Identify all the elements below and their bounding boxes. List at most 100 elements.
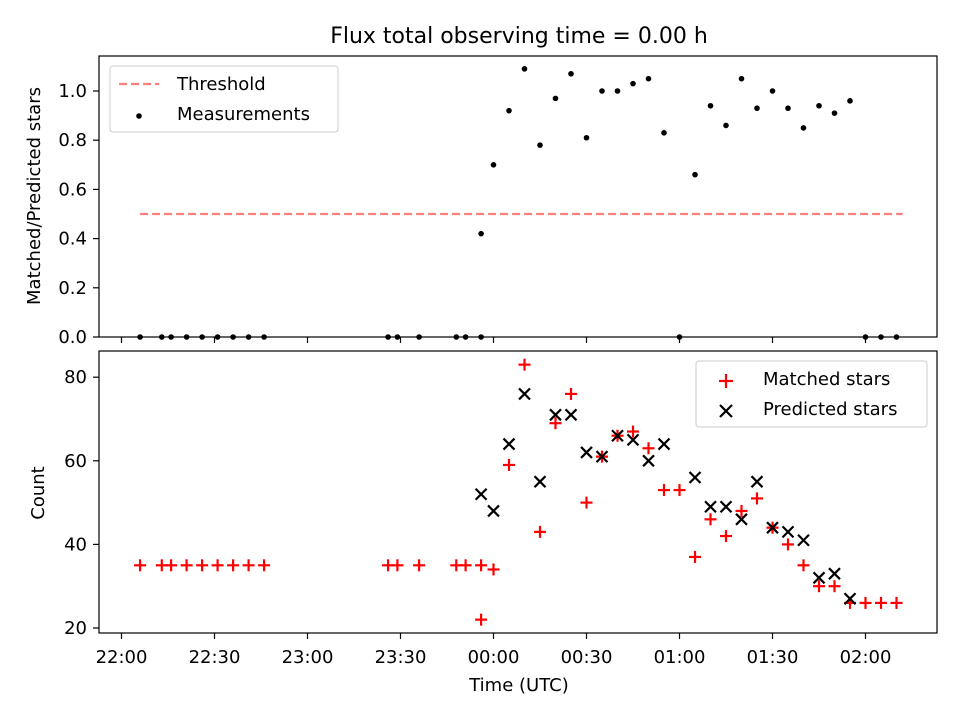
count-x-tick-label: 00:00 [468,647,520,668]
ratio-y-tick-label: 1.0 [58,81,87,102]
ratio-plot-frame [98,55,938,338]
matched-point [875,596,887,609]
ratio-y-ticks: 0.0 0.2 0.4 0.6 0.8 1.0 [58,81,99,348]
predicted-point [688,471,702,484]
figure-title: Flux total observing time = 0.00 h [330,24,708,49]
measurement-point [506,107,512,114]
ratio-legend: Threshold Measurements [109,65,339,133]
ratio-y-tick-label: 0.4 [58,229,87,250]
predicted-point [533,475,547,488]
matched-point [890,596,903,609]
measurement-point [183,334,190,340]
ratio-y-tick-label: 0.8 [58,130,87,151]
count-x-tick-label: 22:00 [96,647,148,668]
count-x-tick-label: 23:30 [375,647,427,668]
predicted-point [735,513,748,526]
matched-point [565,387,577,400]
count-x-tick-label: 00:30 [561,647,613,668]
count-legend-box [695,360,928,428]
matched-point [242,559,255,572]
predicted-point [518,387,531,401]
count-y-ticks: 20 40 60 80 [64,367,99,639]
measurement-point [137,334,143,340]
count-x-tick-label: 01:00 [654,647,706,668]
measurement-point [645,75,652,82]
count-x-tick-label: 22:30 [189,647,241,668]
measurement-point [394,334,401,340]
matched-point [518,358,531,371]
ratio-y-tick-label: 0.0 [58,327,87,348]
predicted-point [843,592,857,606]
count-x-tick-label: 01:30 [747,647,799,668]
count-y-tick-label: 40 [64,534,87,555]
predicted-point [502,437,516,451]
measurement-point [707,102,714,109]
threshold-legend-label: Threshold [176,74,266,95]
matched-point [689,550,701,563]
measurement-point [478,334,484,340]
ratio-y-tick-label: 0.2 [58,278,87,299]
predicted-point [719,500,733,514]
predicted-legend-label: Predicted stars [763,399,897,420]
measurement-point [245,334,252,340]
count-y-tick-label: 20 [64,618,87,639]
measurement-point [552,95,559,102]
measurement-point [630,80,636,87]
measurement-points [137,66,900,340]
matched-point [475,613,488,626]
measurement-point [230,334,236,340]
ratio-y-axis-label: Matched/Predicted stars [24,87,45,305]
measurement-point [159,334,165,340]
matched-point [549,417,562,430]
matched-points [134,358,903,626]
predicted-point [766,521,779,534]
count-y-tick-label: 80 [64,367,87,388]
ratio-y-tick-label: 0.6 [58,179,87,200]
matched-point [134,559,147,572]
matched-point [487,563,500,576]
predicted-point [474,487,488,501]
matched-point [828,580,841,593]
measurements-legend-swatch [136,113,142,119]
predicted-point [564,408,578,422]
matched-point [413,559,426,572]
matched-point [751,492,763,505]
matched-point [211,559,224,572]
predicted-legend-swatch [719,404,733,418]
measurement-point [738,75,745,82]
matched-point [391,559,404,572]
measurement-point [800,125,807,131]
measurement-point [599,88,605,94]
matched-point [580,496,593,509]
matched-point [782,538,794,551]
measurement-point [168,334,174,340]
measurement-point [462,334,469,340]
predicted-point [487,504,500,518]
measurement-point [831,110,838,116]
matched-point [227,559,240,572]
measurement-point [453,334,460,340]
matched-point [658,484,670,497]
measurement-point [893,334,900,340]
measurement-point [568,70,574,77]
matched-point [627,425,639,438]
matched-legend-swatch [719,374,733,388]
predicted-point [781,525,795,539]
measurement-point [676,334,683,340]
matched-point [797,559,810,572]
matched-point [859,596,872,609]
measurement-point [878,334,884,340]
count-plot-frame [98,350,938,634]
count-x-tick-label: 02:00 [840,647,892,668]
measurement-point [537,142,543,148]
measurement-point [199,334,205,340]
matched-point [475,559,488,572]
matched-point [673,484,686,497]
predicted-point [657,437,671,451]
matched-point [258,559,271,572]
measurement-point [862,334,869,340]
matched-point [642,442,655,455]
measurements-legend-label: Measurements [177,104,310,125]
measurement-point [785,105,791,112]
